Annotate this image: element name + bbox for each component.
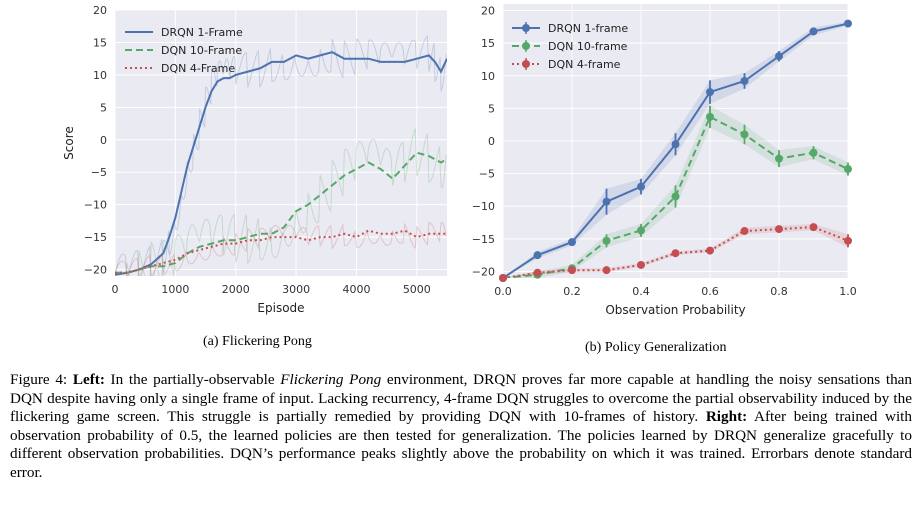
data-point-drqn-1-frame [706,88,714,97]
data-point-dqn-4-frame [809,223,818,232]
chart-policy-generalization: −20 −15 −10 −5 0 5 10 15 20 0.0 0.2 0.4 0.6 0.8 1.0 DRQ… [472,4,857,317]
x-axis-label: Episode [257,301,304,315]
data-point-drqn-1-frame [809,27,818,36]
chart-flickering-pong: −20 −15 −10 −5 0 5 10 15 20 0 1000 2000 3000 4000 5000… [62,4,447,315]
data-point-drqn-1-frame [740,76,749,85]
y-tick-label: −15 [472,233,495,246]
raw-trace-dqn-10-frame [115,128,447,276]
data-point-drqn-1-frame [844,19,852,28]
legend-label-dqn-4-frame: DQN 4-frame [548,58,621,71]
raw-trace-dqn-4-frame [115,221,447,276]
caption-text-3: After being trained with observation pro… [10,408,912,481]
y-tick-label: 5 [488,102,495,115]
data-point-dqn-10-frame [602,236,611,245]
caption-env-name: Flickering Pong [280,371,382,388]
legend-label-drqn-1-frame: DRQN 1-Frame [161,26,243,39]
subcaption-right: (b) Policy Generalization [585,340,727,355]
data-point-dqn-4-frame [568,266,576,275]
data-point-dqn-4-frame [499,274,507,282]
y-tick-label: −5 [479,168,495,181]
x-tick-label: 0.6 [701,285,719,298]
data-point-dqn-4-frame [602,266,611,275]
data-point-drqn-1-frame [671,140,680,149]
y-axis-label: Score [62,126,76,160]
data-point-dqn-4-frame [775,225,783,234]
data-point-dqn-10-frame [671,192,680,201]
y-tick-label: 15 [93,36,107,49]
data-point-dqn-4-frame [671,249,680,258]
legend-label-dqn-10-frame: DQN 10-Frame [161,44,242,57]
data-point-drqn-1-frame [568,238,576,247]
y-tick-label: 10 [93,69,107,82]
data-point-drqn-1-frame [637,182,645,191]
data-point-drqn-1-frame [602,197,611,206]
data-point-dqn-10-frame [844,165,852,174]
data-point-dqn-10-frame [637,226,645,235]
subcaption-left: (a) Flickering Pong [203,334,312,349]
caption-label: Figure 4: [10,371,73,388]
y-tick-label: −10 [472,200,495,213]
data-point-dqn-10-frame [775,154,783,163]
caption-text-2: environment, DRQN proves far more capabl… [10,371,913,426]
y-tick-label: −20 [84,264,107,277]
data-point-dqn-4-frame [533,268,542,277]
x-tick-label: 0.8 [770,285,788,298]
series-line-dqn-10-frame [115,151,447,274]
data-point-dqn-10-frame [809,148,818,157]
legend-label-dqn-10-frame: DQN 10-frame [548,40,628,53]
series-line-dqn-4-frame [115,229,447,274]
x-tick-label: 3000 [282,283,310,296]
x-axis-label: Observation Probability [605,303,745,317]
caption-left-head: Left: [72,371,105,388]
data-point-dqn-4-frame [706,246,714,255]
legend-label-dqn-4-frame: DQN 4-Frame [161,62,235,75]
plot-area [115,35,447,276]
x-tick-label: 5000 [403,283,431,296]
series-line-drqn-1-frame [115,51,447,276]
data-point-dqn-4-frame [740,227,749,236]
data-point-dqn-4-frame [844,236,852,245]
x-tick-label: 0.4 [632,285,650,298]
caption-right-head: Right: [705,408,748,426]
x-tick-label: 0.0 [494,285,512,298]
y-tick-label: −20 [472,265,495,278]
data-point-drqn-1-frame [533,251,542,260]
data-point-dqn-10-frame [740,130,749,139]
y-tick-label: −15 [84,231,107,244]
data-point-drqn-1-frame [775,52,783,61]
y-tick-label: 0 [488,135,495,148]
y-tick-label: 10 [481,70,495,83]
y-tick-label: 0 [100,134,107,147]
caption-text-1: In the partially-observable [104,371,281,388]
y-tick-label: 5 [100,101,107,114]
x-tick-label: 2000 [222,283,250,296]
y-tick-label: 20 [93,4,107,17]
x-tick-label: 1000 [161,283,189,296]
y-tick-label: 20 [481,5,495,18]
x-tick-label: 4000 [342,283,370,296]
data-point-dqn-10-frame [706,112,714,121]
legend-label-drqn-1-frame: DRQN 1-frame [548,22,628,35]
x-tick-label: 1.0 [839,285,857,298]
figure-caption: Figure 4: Left: In the partially-observa… [10,371,912,483]
x-tick-label: 0 [112,283,119,296]
y-tick-label: 15 [481,37,495,50]
data-point-dqn-4-frame [637,260,645,269]
x-tick-label: 0.2 [563,285,581,298]
y-tick-label: −5 [91,166,107,179]
y-tick-label: −10 [84,199,107,212]
